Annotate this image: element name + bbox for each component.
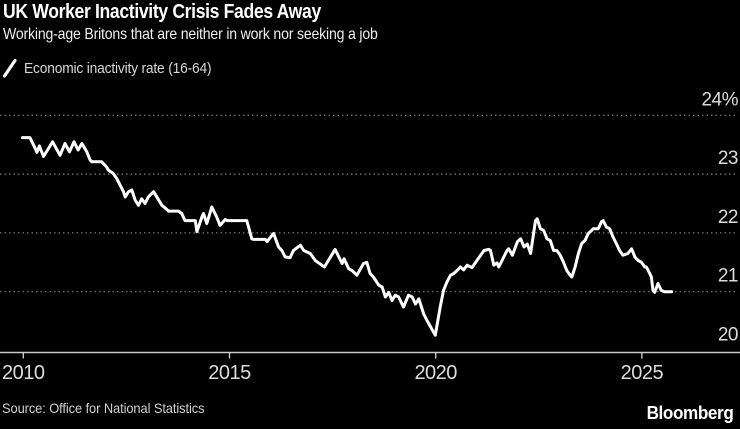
y-axis-tick-label: 22: [718, 207, 738, 228]
source-note: Source: Office for National Statistics: [2, 400, 205, 416]
legend: Economic inactivity rate (16-64): [2, 57, 228, 79]
chart-subtitle: Working-age Britons that are neither in …: [3, 26, 378, 43]
x-axis-tick-label: 2010: [2, 362, 45, 384]
bloomberg-logo: Bloomberg: [646, 403, 733, 423]
y-axis-tick-label: 24%: [701, 89, 738, 110]
diagonal-line-icon: [2, 58, 17, 78]
chart-title: UK Worker Inactivity Crisis Fades Away: [3, 1, 321, 23]
x-axis-tick-label: 2020: [414, 362, 457, 384]
x-axis-tick-label: 2025: [621, 362, 664, 384]
y-axis-tick-label: 20: [718, 325, 738, 346]
y-axis-tick-label: 21: [718, 266, 738, 287]
x-axis-tick-label: 2015: [208, 362, 251, 384]
legend-label: Economic inactivity rate (16-64): [24, 59, 212, 77]
y-axis-tick-label: 23: [718, 148, 738, 169]
trend-line: [21, 136, 674, 337]
